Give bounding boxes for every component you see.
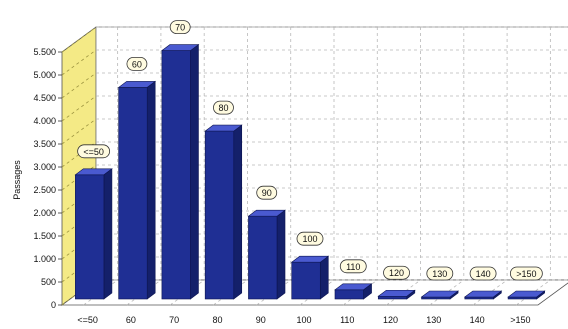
x-tick-label: >150 (510, 315, 530, 324)
data-label-text: 130 (432, 269, 447, 279)
data-label: >150 (510, 267, 542, 280)
y-tick-label: 2.500 (33, 185, 56, 195)
y-tick-label: 2.000 (33, 208, 56, 218)
bar-front (162, 51, 191, 299)
data-label-text: 90 (262, 188, 272, 198)
data-label: 100 (297, 232, 323, 245)
data-label-text: 70 (175, 23, 185, 33)
y-tick-label: 4.000 (33, 116, 56, 126)
bar-front (205, 131, 234, 299)
x-tick-label: 100 (296, 315, 311, 324)
bar-side (104, 169, 112, 299)
bar-front (378, 296, 407, 299)
x-tick-label: 90 (256, 315, 266, 324)
x-tick-label: 110 (340, 315, 354, 324)
y-axis: 0 500 1.000 1.500 2.000 2.500 3.000 3.500 4.000 4… (33, 47, 62, 310)
bar (205, 125, 242, 299)
x-tick-label: 60 (126, 315, 136, 324)
data-label-text: 80 (218, 103, 228, 113)
bar-front (75, 175, 104, 299)
bar (292, 256, 329, 299)
data-label-text: 120 (389, 268, 404, 278)
y-tick-label: 5.500 (33, 47, 56, 57)
data-label: 120 (384, 266, 410, 279)
bar-side (277, 210, 285, 299)
y-tick-label: 3.500 (33, 139, 56, 149)
x-tick-label: 140 (470, 315, 485, 324)
x-tick-label: 130 (426, 315, 441, 324)
bar (335, 284, 372, 299)
bar-front (248, 216, 277, 299)
y-tick-label: 5.000 (33, 70, 56, 80)
bar-side (234, 125, 242, 299)
data-label: 110 (340, 260, 366, 273)
y-tick-label: 0 (51, 300, 56, 310)
y-tick-label: 500 (41, 277, 56, 287)
y-tick-label: 3.000 (33, 162, 56, 172)
y-tick-label: 1.500 (33, 231, 56, 241)
bar-front (119, 87, 148, 299)
y-tick-label: 4.500 (33, 93, 56, 103)
x-tick-label: <=50 (77, 315, 98, 324)
data-label: <=50 (78, 145, 110, 158)
bar (248, 210, 285, 299)
bar (162, 45, 199, 299)
y-axis-label: Passages (12, 160, 22, 200)
data-label-text: <=50 (83, 147, 104, 157)
bar (119, 81, 156, 299)
x-tick-label: 70 (169, 315, 179, 324)
bar (75, 169, 112, 299)
data-label-text: 110 (346, 262, 360, 272)
data-label-text: 100 (302, 234, 317, 244)
data-label: 60 (127, 57, 147, 70)
data-label-text: >150 (516, 269, 536, 279)
x-tick-label: 120 (383, 315, 398, 324)
data-label: 80 (213, 101, 233, 114)
data-label: 70 (170, 21, 190, 34)
bar-side (147, 81, 155, 299)
data-label-text: 140 (476, 269, 491, 279)
data-label: 140 (470, 267, 496, 280)
x-axis: <=50 60 70 80 90 100 110 120 130 140 >150 (77, 315, 530, 324)
y-tick-label: 1.000 (33, 254, 56, 264)
bar-side (320, 256, 328, 299)
data-label: 130 (427, 267, 453, 280)
bar-side (190, 45, 198, 299)
data-label-text: 60 (132, 59, 142, 69)
bar-front (292, 262, 321, 299)
bar-front (335, 290, 364, 299)
x-tick-label: 80 (212, 315, 222, 324)
data-label: 90 (257, 186, 277, 199)
